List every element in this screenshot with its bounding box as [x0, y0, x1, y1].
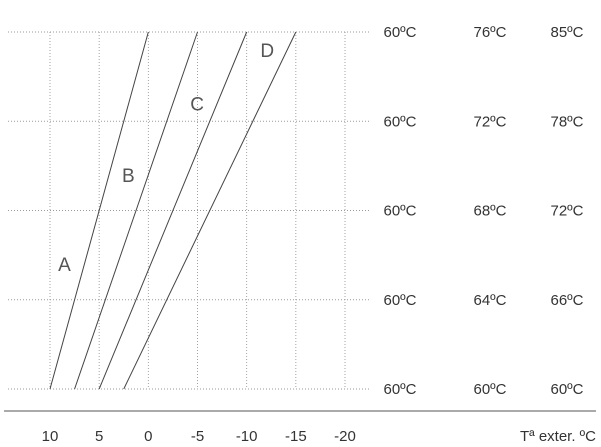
- temperature-label: 68ºC: [474, 203, 507, 220]
- curve-a: [49, 31, 149, 390]
- x-tick-label: -5: [191, 428, 204, 445]
- temperature-label: 85ºC: [551, 24, 584, 41]
- curves: [49, 31, 297, 390]
- x-tick-label: 10: [42, 428, 59, 445]
- temperature-label: 66ºC: [551, 292, 584, 309]
- temperature-label: 64ºC: [474, 292, 507, 309]
- temperature-label: 72ºC: [551, 203, 584, 220]
- curve-b: [74, 31, 198, 390]
- curve-label-b: B: [122, 166, 135, 187]
- curve-labels: A B C D: [58, 41, 274, 276]
- vertical-grid: [49, 32, 346, 389]
- temperature-label: 60ºC: [384, 292, 417, 309]
- temperature-label: 60ºC: [551, 381, 584, 398]
- temperature-labels: 60ºC 76ºC 85ºC 60ºC 72ºC 78ºC 60ºC 68ºC 72ºC 60ºC…: [384, 24, 584, 398]
- x-tick-labels: 10 5 0 -5 -10 -15 -20: [42, 428, 356, 445]
- x-tick-label: 0: [144, 428, 152, 445]
- temperature-label: 72ºC: [474, 113, 507, 130]
- temperature-label: 78ºC: [551, 113, 584, 130]
- curve-label-a: A: [58, 255, 71, 276]
- temperature-label: 60ºC: [384, 381, 417, 398]
- x-tick-label: 5: [95, 428, 103, 445]
- horizontal-grid: [8, 31, 370, 390]
- temperature-label: 60ºC: [384, 113, 417, 130]
- x-tick-label: -20: [334, 428, 356, 445]
- temperature-label: 76ºC: [474, 24, 507, 41]
- x-axis-label: Tª exter. ºC: [520, 428, 596, 445]
- curve-label-c: C: [190, 94, 204, 115]
- temperature-label: 60ºC: [384, 24, 417, 41]
- curve-c: [98, 31, 248, 390]
- temperature-label: 60ºC: [474, 381, 507, 398]
- x-tick-label: -10: [236, 428, 258, 445]
- temperature-label: 60ºC: [384, 203, 417, 220]
- curve-d: [123, 31, 297, 390]
- curve-label-d: D: [260, 41, 274, 62]
- x-tick-label: -15: [285, 428, 307, 445]
